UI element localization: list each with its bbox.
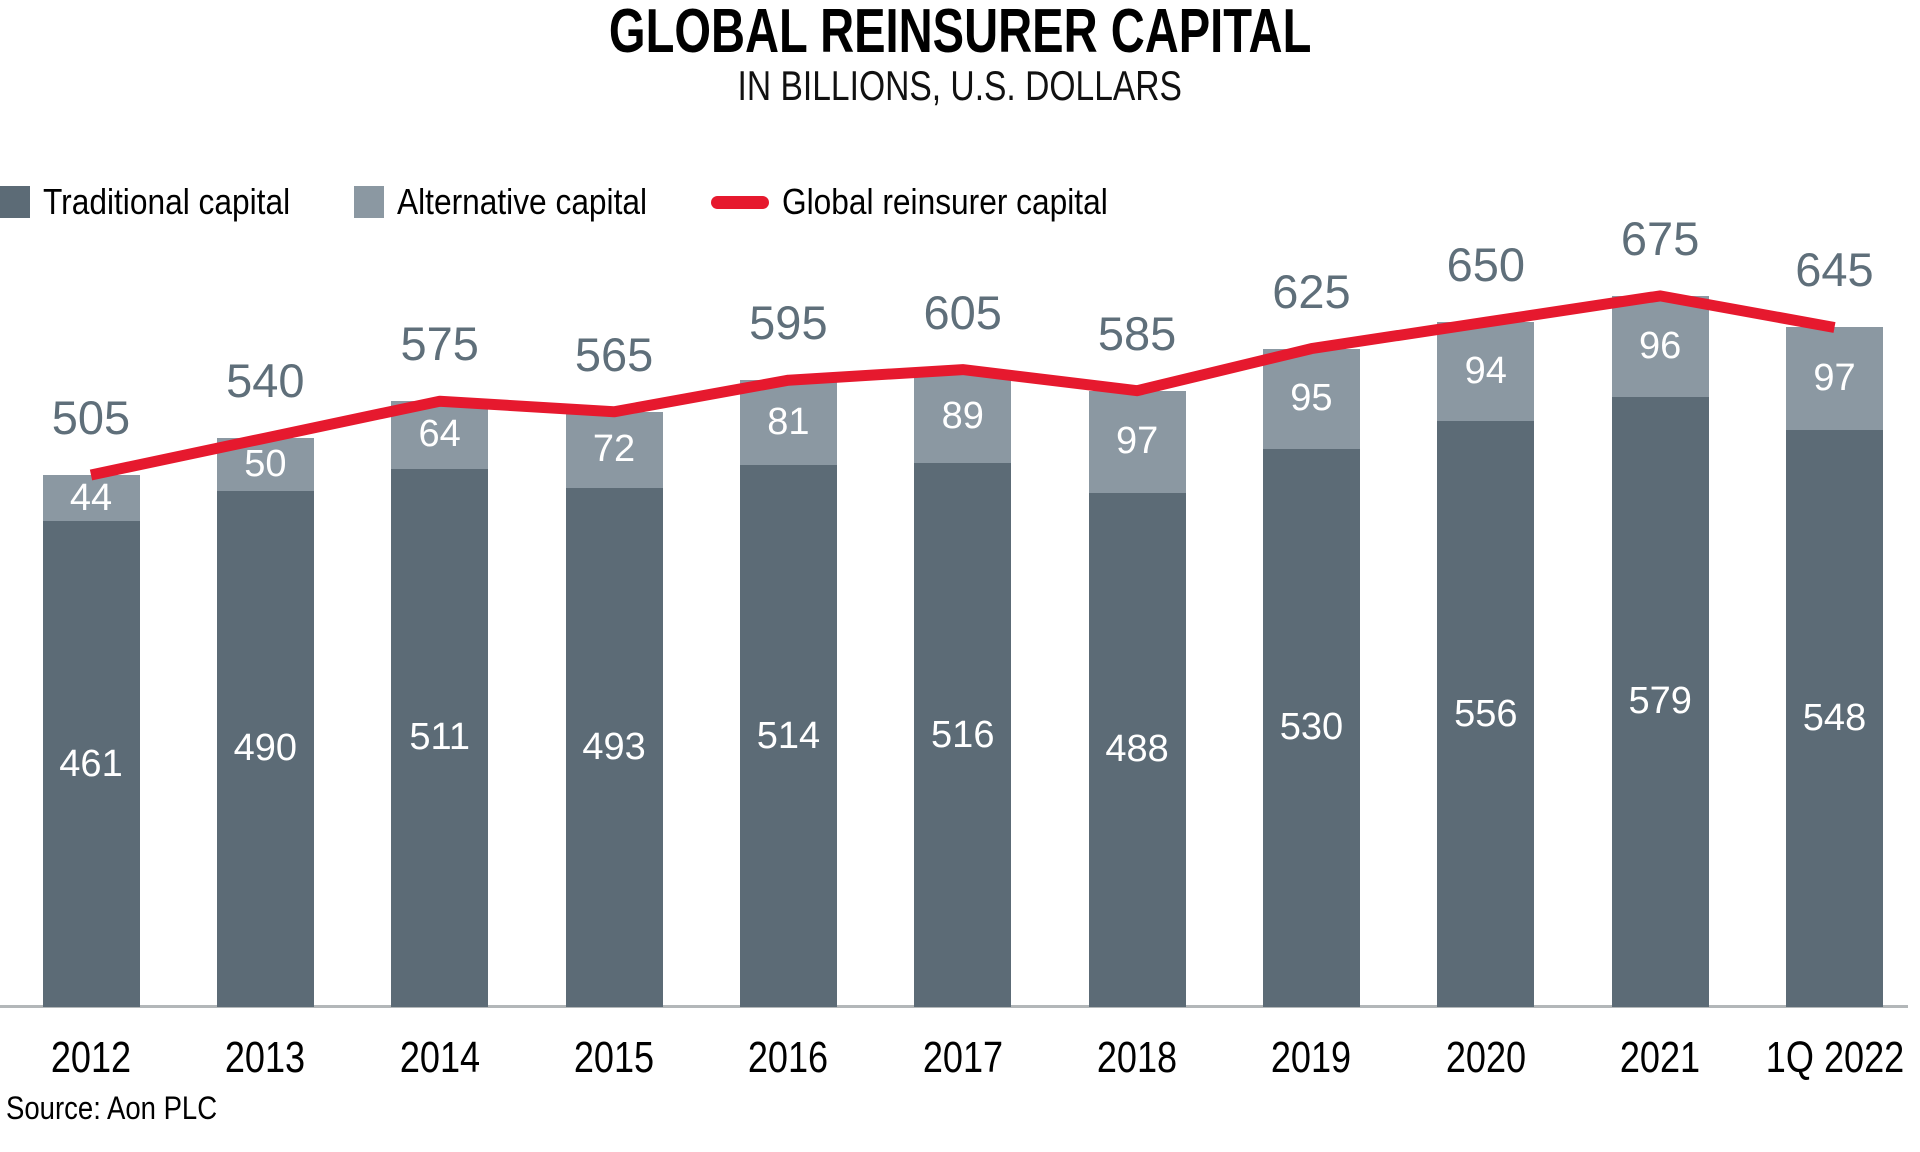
traditional-capital-value: 530	[1279, 706, 1344, 749]
total-capital-label: 605	[923, 285, 1002, 339]
traditional-capital-value: 579	[1628, 680, 1692, 723]
traditional-capital-value: 556	[1454, 692, 1518, 735]
legend-label-text: Alternative capital	[396, 181, 647, 222]
total-capital-label: 565	[574, 327, 654, 381]
traditional-capital-value: 514	[756, 714, 821, 757]
alternative-capital-segment: 64	[391, 401, 489, 469]
x-axis-label-2013: 2013	[225, 1033, 306, 1082]
legend-label: Global reinsurer capital	[782, 181, 1152, 223]
traditional-capital-segment: 548	[1786, 429, 1883, 1007]
total-capital-label: 585	[1097, 306, 1177, 360]
alternative-capital-value: 81	[767, 401, 810, 444]
total-capital-label: 595	[749, 296, 828, 350]
legend-label-text: Traditional capital	[43, 181, 291, 222]
alternative-capital-value: 89	[941, 395, 984, 437]
alternative-capital-value: 50	[244, 442, 287, 485]
traditional-capital-segment: 511	[391, 468, 489, 1007]
source-note: Source: Aon PLC	[6, 1090, 251, 1127]
traditional-capital-segment: 579	[1611, 397, 1709, 1007]
total-capital-label: 540	[226, 354, 305, 408]
traditional-capital-segment: 514	[739, 465, 837, 1007]
alternative-capital-segment: 95	[1262, 348, 1360, 449]
alternative-capital-segment: 89	[914, 369, 1012, 464]
alternative-capital-value: 96	[1639, 324, 1682, 367]
x-axis-label-2018: 2018	[1096, 1033, 1178, 1082]
stacked-bar-2015: 72 493	[565, 411, 663, 1007]
chart-title: GLOBAL REINSURER CAPITAL	[0, 0, 1920, 67]
traditional-capital-segment: 516	[914, 463, 1012, 1007]
alternative-capital-swatch-icon	[353, 186, 384, 218]
stacked-bar-1q-2022: 97 548	[1786, 327, 1883, 1007]
chart-title-text: GLOBAL REINSURER CAPITAL	[608, 0, 1312, 66]
alternative-capital-segment: 94	[1437, 322, 1535, 422]
stacked-bar-2018: 97 488	[1088, 390, 1186, 1007]
red-line-swatch-icon	[710, 195, 769, 209]
alternative-capital-value: 94	[1464, 350, 1507, 393]
legend-label-text: Global reinsurer capital	[781, 181, 1108, 222]
source-note-text: Source: Aon PLC	[6, 1090, 218, 1126]
stacked-bar-2013: 50 490	[216, 438, 314, 1007]
traditional-capital-value: 516	[931, 713, 995, 756]
chart-subtitle: IN BILLIONS, U.S. DOLLARS	[0, 62, 1920, 110]
legend: Traditional capital Alternative capital …	[0, 181, 1152, 222]
x-axis-label-2020: 2020	[1445, 1033, 1526, 1082]
chart-subtitle-text: IN BILLIONS, U.S. DOLLARS	[737, 62, 1183, 109]
x-axis-label-2015: 2015	[573, 1033, 655, 1082]
stacked-bar-2021: 96 579	[1611, 295, 1709, 1007]
alternative-capital-segment: 97	[1088, 390, 1186, 493]
stacked-bar-2014: 64 511	[391, 401, 489, 1007]
traditional-capital-segment: 488	[1088, 492, 1186, 1007]
x-axis-label-2012: 2012	[50, 1033, 132, 1082]
total-capital-label: 650	[1446, 238, 1525, 292]
traditional-capital-segment: 493	[565, 487, 663, 1007]
traditional-capital-value: 548	[1802, 696, 1867, 739]
alternative-capital-value: 44	[69, 476, 113, 519]
legend-item-alternative-capital: Alternative capital	[353, 181, 681, 223]
alternative-capital-segment: 72	[565, 411, 663, 488]
alternative-capital-segment: 96	[1611, 295, 1709, 397]
x-axis-label-2014: 2014	[399, 1033, 480, 1082]
x-axis-label-1q-2022: 1Q 2022	[1765, 1033, 1904, 1082]
legend-item-global-reinsurer-capital: Global reinsurer capital	[710, 181, 1152, 223]
traditional-capital-value: 490	[233, 727, 298, 770]
alternative-capital-value: 97	[1813, 357, 1856, 400]
traditional-capital-segment: 530	[1262, 448, 1360, 1007]
total-capital-label: 575	[400, 317, 479, 371]
alternative-capital-segment: 50	[216, 438, 314, 491]
x-axis-label-2016: 2016	[748, 1033, 829, 1082]
alternative-capital-value: 72	[592, 428, 636, 471]
legend-label: Traditional capital	[43, 181, 324, 223]
legend-label: Alternative capital	[397, 181, 681, 223]
traditional-capital-value: 493	[582, 725, 646, 768]
legend-item-traditional-capital: Traditional capital	[0, 181, 324, 223]
traditional-capital-value: 488	[1105, 728, 1169, 771]
traditional-capital-value: 511	[409, 716, 470, 759]
alternative-capital-segment: 81	[739, 380, 837, 466]
x-axis-label-2017: 2017	[922, 1033, 1003, 1082]
total-capital-label: 675	[1620, 211, 1700, 265]
traditional-capital-segment: 556	[1437, 421, 1535, 1007]
traditional-capital-value: 461	[59, 742, 123, 785]
alternative-capital-value: 97	[1115, 420, 1159, 463]
total-capital-label: 625	[1272, 264, 1351, 318]
traditional-capital-segment: 490	[216, 490, 314, 1007]
alternative-capital-value: 95	[1290, 377, 1333, 420]
alternative-capital-segment: 97	[1786, 327, 1883, 430]
x-axis-label-2019: 2019	[1271, 1033, 1352, 1082]
stacked-bar-2016: 81 514	[739, 380, 837, 1007]
alternative-capital-segment: 44	[42, 474, 140, 522]
x-axis-label-2021: 2021	[1619, 1033, 1701, 1082]
stacked-bar-2017: 89 516	[914, 369, 1012, 1007]
stacked-bar-2019: 95 530	[1262, 348, 1360, 1007]
stacked-bar-2012: 44 461	[42, 474, 140, 1007]
stacked-bar-2020: 94 556	[1437, 322, 1535, 1007]
total-capital-label: 645	[1795, 243, 1874, 297]
total-capital-label: 505	[51, 390, 131, 444]
traditional-capital-swatch-icon	[0, 186, 30, 218]
traditional-capital-segment: 461	[42, 521, 140, 1007]
alternative-capital-value: 64	[418, 413, 461, 456]
